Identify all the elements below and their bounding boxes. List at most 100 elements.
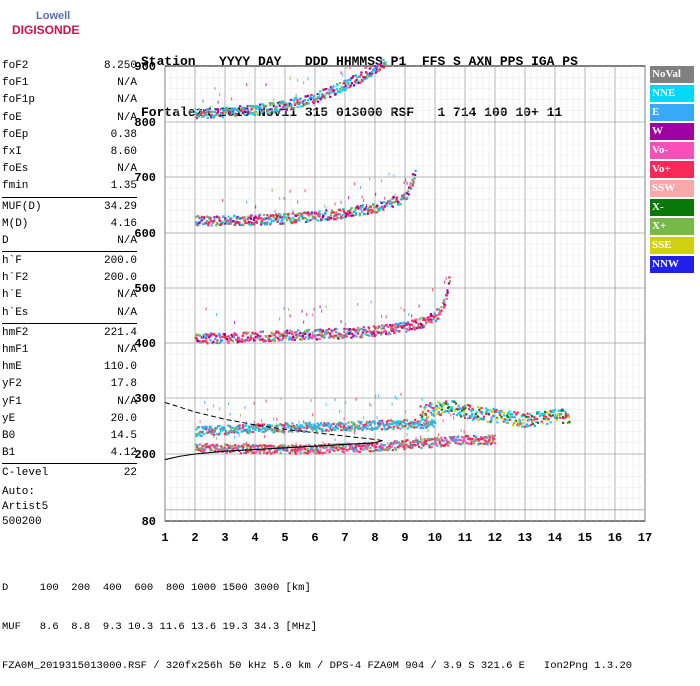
trace-point xyxy=(399,203,402,206)
trace-point xyxy=(290,106,293,109)
trace-point xyxy=(337,449,340,452)
trace-point xyxy=(244,331,247,334)
trace-point xyxy=(404,422,407,426)
trace-point xyxy=(395,329,398,332)
trace-point xyxy=(267,337,270,340)
param-row: foEp 0.38 xyxy=(2,127,137,144)
trace-point xyxy=(391,420,394,423)
trace-point xyxy=(472,417,476,420)
trace-point xyxy=(468,437,471,440)
trace-point xyxy=(325,423,328,426)
trace-point xyxy=(475,417,478,420)
trace-point xyxy=(495,417,498,421)
trace-point xyxy=(506,415,509,418)
trace-point xyxy=(252,425,255,428)
trace-point xyxy=(410,421,414,424)
param-row: foF2 8.250 xyxy=(2,58,137,75)
trace-point xyxy=(406,196,409,199)
trace-point xyxy=(319,423,322,427)
trace-point xyxy=(409,422,413,425)
logo-digisonde-text: DIGISONDE xyxy=(12,23,80,37)
trace-point xyxy=(323,94,326,97)
trace-point xyxy=(374,445,378,449)
trace-point xyxy=(418,440,421,444)
trace-point xyxy=(417,445,421,449)
trace-point xyxy=(403,440,407,444)
trace-point xyxy=(308,328,311,331)
trace-point xyxy=(373,206,376,209)
trace-point xyxy=(290,425,293,428)
trace-point xyxy=(239,105,242,108)
trace-point xyxy=(203,340,206,343)
trace-point xyxy=(490,419,493,422)
trace-point xyxy=(423,423,427,426)
trace-point xyxy=(370,208,373,211)
trace-point xyxy=(315,211,318,214)
trace-point xyxy=(407,329,410,332)
trace-point xyxy=(525,425,528,428)
trace-point xyxy=(205,431,208,434)
trace-point xyxy=(414,418,417,421)
trace-point xyxy=(377,65,380,68)
spread-point xyxy=(381,315,383,319)
trace-point xyxy=(394,325,397,329)
trace-point xyxy=(348,426,352,430)
spread-point xyxy=(345,401,347,405)
trace-point xyxy=(354,212,358,215)
trace-point xyxy=(284,448,287,451)
trace-point xyxy=(241,338,244,341)
trace-point xyxy=(433,420,436,423)
trace-point xyxy=(375,211,378,214)
trace-point xyxy=(402,420,406,424)
spread-point xyxy=(391,402,393,406)
trace-point xyxy=(480,406,483,410)
trace-point xyxy=(298,103,301,106)
trace-point xyxy=(304,423,307,426)
trace-point xyxy=(542,417,545,420)
spread-point xyxy=(280,101,282,105)
trace-point xyxy=(502,420,505,423)
trace-point xyxy=(480,412,484,415)
trace-point xyxy=(438,442,441,445)
trace-point xyxy=(350,425,354,428)
trace-point xyxy=(301,336,304,339)
trace-point xyxy=(196,446,199,449)
trace-point xyxy=(299,105,302,108)
trace-point xyxy=(467,408,471,411)
trace-point xyxy=(470,415,473,418)
trace-point xyxy=(273,451,277,454)
trace-point xyxy=(279,222,282,225)
trace-point xyxy=(391,324,394,328)
trace-point xyxy=(413,439,416,443)
trace-point xyxy=(413,177,416,180)
trace-point xyxy=(293,99,296,102)
spread-point xyxy=(210,105,212,109)
trace-point xyxy=(269,427,272,430)
trace-point xyxy=(226,108,229,111)
trace-point xyxy=(254,332,257,335)
trace-point xyxy=(371,209,374,212)
trace-point xyxy=(405,322,408,325)
trace-point xyxy=(405,443,408,446)
trace-point xyxy=(307,102,310,105)
trace-point xyxy=(263,430,266,433)
trace-point xyxy=(194,215,198,218)
trace-point xyxy=(347,83,350,86)
trace-point xyxy=(344,444,347,447)
trace-point xyxy=(412,440,415,443)
trace-point xyxy=(388,425,391,429)
trace-point xyxy=(240,430,243,433)
trace-point xyxy=(196,426,200,429)
trace-point xyxy=(434,443,437,446)
trace-point xyxy=(221,335,224,338)
trace-point xyxy=(423,424,426,428)
trace-point xyxy=(342,82,345,85)
param-value: 200.0 xyxy=(103,272,137,285)
trace-point xyxy=(231,339,234,343)
trace-point xyxy=(262,423,266,426)
trace-point xyxy=(355,328,358,332)
trace-point xyxy=(284,422,287,425)
trace-point xyxy=(408,328,412,331)
trace-point xyxy=(546,422,549,425)
trace-point xyxy=(488,436,492,439)
